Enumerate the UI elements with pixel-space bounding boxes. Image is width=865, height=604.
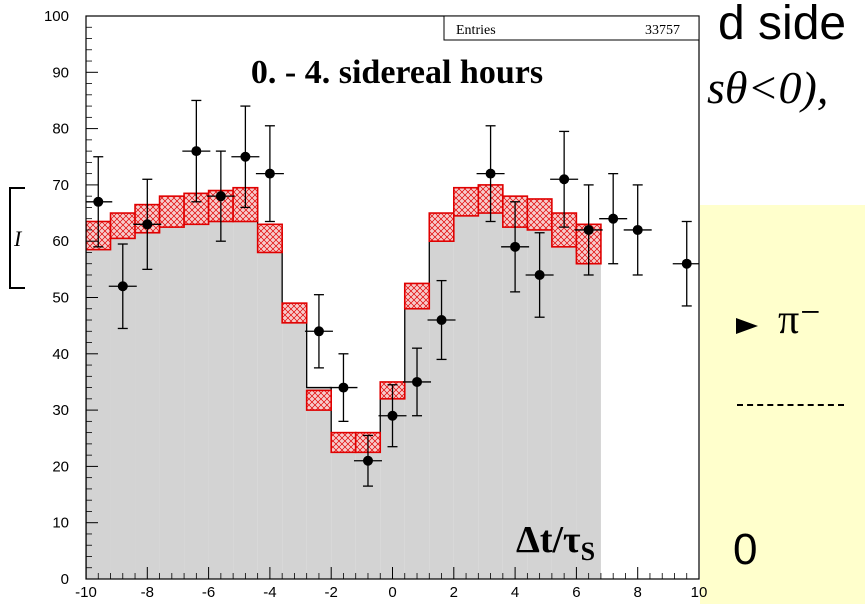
histogram-bar [478,204,503,579]
y-tick-label: 70 [52,177,69,194]
histogram-bar [453,207,479,579]
data-point [583,224,594,235]
data-point [215,191,226,202]
x-tick-label: 4 [511,584,519,601]
x-tick-label: 6 [572,584,580,601]
histogram-bar [306,387,332,579]
y-tick-label: 30 [52,402,69,419]
y-tick-label: 60 [52,233,69,250]
y-tick-label: 90 [52,64,69,81]
data-point [117,281,128,292]
data-point [338,382,349,393]
data-point [632,224,643,235]
x-tick-label: -2 [325,584,338,601]
x-tick-label: -4 [263,584,276,601]
y-tick-label: 20 [52,458,69,475]
histogram-bar [233,204,258,579]
x-tick-label: -10 [75,584,97,601]
uncertainty-band-box [526,198,553,231]
histogram-bar [159,213,185,579]
x-axis-label: Δt/τS [516,519,595,566]
slide-bracket-label: I [14,226,22,251]
stats-value: 33757 [645,23,680,38]
plot-area [86,99,699,579]
histogram-bar [184,210,209,579]
data-point [387,410,398,421]
data-point [608,213,619,224]
uncertainty-band-box [305,389,332,411]
data-point [264,168,275,179]
data-point [681,258,692,269]
histogram-bar [135,218,160,579]
zero-label: 0 [733,525,758,574]
uncertainty-band-box [330,431,357,454]
y-tick-label: 10 [52,515,69,532]
data-point [510,241,521,252]
x-tick-label: -6 [202,584,215,601]
histogram-bar [208,207,234,579]
histogram-bar [282,303,307,579]
data-point [313,326,324,337]
slide-heading-fragment: d side [718,0,847,50]
x-tick-label: 10 [691,584,708,601]
uncertainty-band-box [403,282,431,310]
data-point [485,168,496,179]
stats-label: Entries [456,23,496,38]
x-tick-label: 2 [450,584,458,601]
y-tick-label: 40 [52,346,69,363]
stats-box [443,15,700,41]
chart-title: 0. - 4. sidereal hours [251,54,543,91]
y-tick-label: 100 [44,8,69,25]
slide-bracket [9,187,25,289]
dashed-line [737,404,844,406]
x-tick-label: 0 [388,584,396,601]
arrowhead-icon [736,318,758,334]
x-tick-label: 8 [634,584,642,601]
data-point [559,174,570,185]
data-point [191,146,202,157]
histogram-bar [257,232,283,579]
histogram-bar [576,252,601,579]
x-tick-label: -8 [141,584,154,601]
y-tick-label: 80 [52,121,69,138]
uncertainty-band-box [109,212,136,240]
uncertainty-band-box [281,302,308,324]
slide-formula-fragment: sθ<0), [707,62,829,113]
uncertainty-band-box [158,195,185,228]
data-point [93,196,104,207]
data-point [412,376,423,387]
histogram-bar [331,441,356,579]
uncertainty-band-box [452,186,480,217]
uncertainty-band-box [428,212,455,243]
y-tick-label: 50 [52,290,69,307]
histogram-bar [86,235,111,579]
data-point [534,269,545,280]
particle-label: π⁻ [778,297,822,343]
y-tick-label: 0 [61,571,69,588]
data-point [362,455,373,466]
histogram-bar [551,229,577,579]
data-point [240,151,251,162]
data-point [142,219,153,230]
uncertainty-band-box [256,223,283,254]
data-point [436,315,447,326]
